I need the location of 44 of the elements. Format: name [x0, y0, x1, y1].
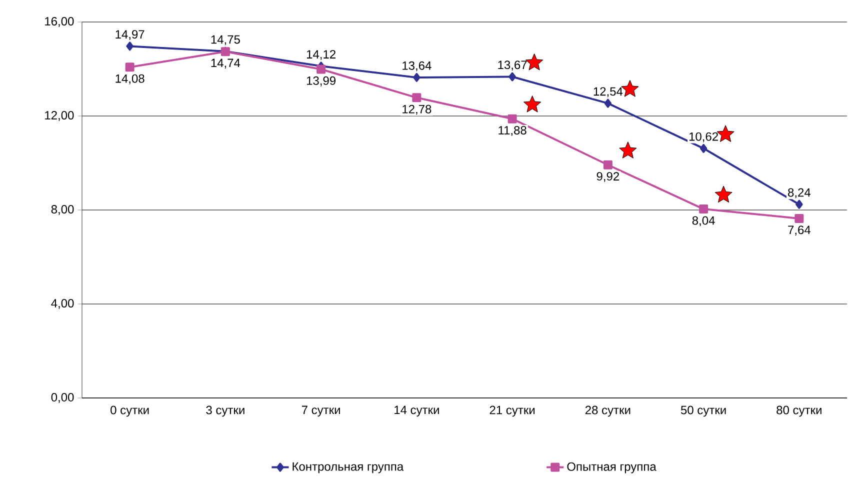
x-tick-label: 3 сутки	[206, 406, 244, 417]
data-label: 9,92	[596, 172, 619, 182]
point	[699, 204, 708, 214]
data-label: 13,64	[402, 61, 432, 72]
x-tick-label: 80 сутки	[776, 406, 822, 417]
point	[125, 62, 134, 72]
data-label: 14,74	[211, 58, 240, 69]
x-tick-label: 14 сутки	[394, 406, 439, 417]
data-label: 14,08	[116, 74, 144, 84]
x-tick-label: 50 сутки	[680, 406, 726, 417]
legend-label: Опытная группа	[567, 462, 656, 474]
point	[796, 200, 803, 209]
x-tick-label: 21 сутки	[490, 406, 535, 417]
point	[508, 114, 517, 124]
data-label: 14,97	[116, 30, 144, 40]
data-label: 13,99	[306, 76, 336, 86]
data-label: 14,12	[306, 50, 336, 60]
data-label: 11,88	[498, 126, 526, 136]
data-label: 8,24	[788, 188, 810, 198]
x-tick-label: 7 сутки	[302, 406, 340, 417]
x-tick-label: 28 сутки	[585, 406, 630, 417]
data-label: 12,78	[402, 104, 432, 115]
data-label: 10,62	[689, 132, 718, 142]
point	[126, 42, 134, 51]
data-label: 13,67	[498, 60, 527, 71]
y-tick-label: 12,00	[45, 111, 74, 121]
point	[700, 144, 708, 153]
point	[794, 214, 804, 223]
y-tick-label: 0,00	[51, 393, 74, 403]
data-label: 8,04	[692, 216, 715, 226]
point	[508, 72, 516, 82]
legend-label: Контрольная группа	[292, 462, 404, 474]
point	[603, 160, 612, 170]
y-tick-label: 16,00	[45, 17, 74, 27]
y-tick-label: 4,00	[51, 299, 74, 309]
point	[412, 93, 422, 102]
data-label: 7,64	[788, 226, 810, 236]
point	[604, 98, 612, 108]
y-tick-label: 8,00	[51, 205, 74, 215]
point	[413, 72, 420, 82]
x-tick-label: 0 сутки	[110, 406, 149, 417]
data-label: 14,75	[211, 35, 240, 46]
data-label: 12,54	[594, 87, 623, 98]
point	[316, 64, 326, 74]
